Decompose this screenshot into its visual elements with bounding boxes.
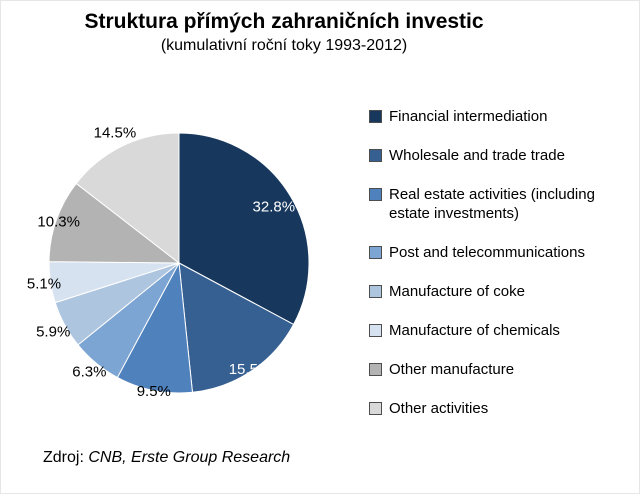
legend-item: Financial intermediation [369, 107, 627, 126]
legend-label: Wholesale and trade trade [389, 147, 565, 164]
legend-label: Other activities [389, 400, 489, 417]
slice-value-label: 5.1% [27, 276, 61, 293]
slice-value-label: 15.5% [229, 361, 272, 378]
legend-swatch [369, 149, 382, 162]
pie-chart: 32.8% 15.5% 9.5% 6.3% 5.9% 5.1% 10.3% 14.5% [27, 125, 310, 400]
chart-title: Struktura přímých zahraničních investic [84, 10, 484, 33]
legend-label: Manufacture of coke [389, 283, 525, 300]
slice-value-label: 10.3% [37, 213, 80, 230]
slice-value-label: 32.8% [253, 199, 296, 216]
legend-item: Real estate activities (including estate… [369, 185, 627, 223]
legend-swatch [369, 188, 382, 201]
legend-item: Other activities [369, 399, 627, 418]
pie-slice [75, 132, 180, 265]
legend-label: Manufacture of chemicals [389, 322, 560, 339]
legend-label: Real estate activities (including estate… [389, 186, 595, 222]
legend-item: Post and telecommunications [369, 243, 627, 262]
legend-item: Other manufacture [369, 360, 627, 379]
legend-swatch [369, 110, 382, 123]
legend-item: Wholesale and trade trade [369, 146, 627, 165]
legend-item: Manufacture of coke [369, 282, 627, 301]
legend: Financial intermediation Wholesale and tr… [369, 107, 627, 438]
slice-value-label: 5.9% [36, 323, 70, 340]
source-prefix: Zdroj: [43, 449, 89, 466]
legend-swatch [369, 402, 382, 415]
legend-swatch [369, 246, 382, 259]
legend-label: Financial intermediation [389, 108, 548, 125]
legend-swatch [369, 285, 382, 298]
source-note: Zdroj: CNB, Erste Group Research [43, 449, 290, 467]
slice-value-label: 14.5% [94, 125, 137, 142]
pie-slice [178, 262, 295, 393]
slice-value-label: 9.5% [137, 383, 171, 400]
pie-chart-area: 32.8% 15.5% 9.5% 6.3% 5.9% 5.1% 10.3% 14.5% [11, 91, 351, 451]
source-text: CNB, Erste Group Research [88, 449, 291, 466]
legend-swatch [369, 324, 382, 337]
pie-slice [178, 132, 310, 326]
slice-value-label: 6.3% [72, 363, 106, 380]
chart-subtitle: (kumulativní roční toky 1993-2012) [160, 37, 408, 55]
pie-slice [48, 182, 181, 264]
legend-label: Other manufacture [389, 361, 515, 378]
pie-slice [116, 261, 194, 394]
chart-header: Struktura přímých zahraničních investic … [1, 9, 567, 55]
legend-label: Post and telecommunications [389, 244, 585, 261]
legend-item: Manufacture of chemicals [369, 321, 627, 340]
legend-swatch [369, 363, 382, 376]
